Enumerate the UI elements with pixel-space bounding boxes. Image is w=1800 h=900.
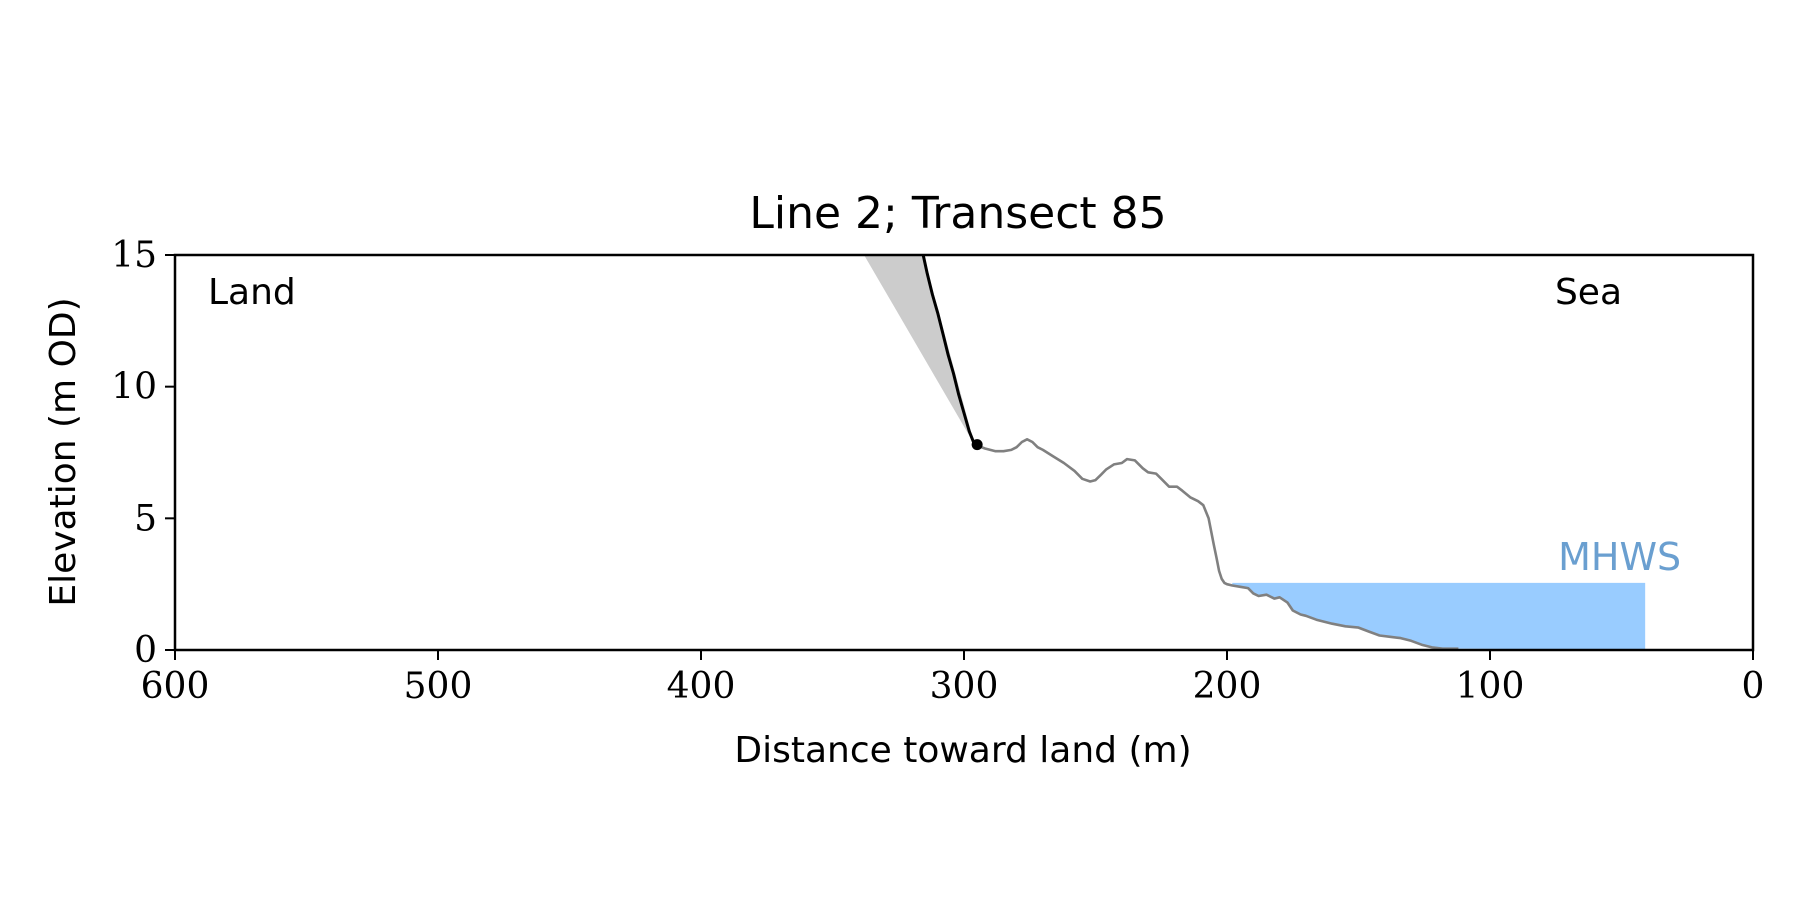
- cliff-top-wedge: [864, 255, 975, 445]
- y-tick-label: 15: [111, 235, 157, 276]
- x-axis-ticks: 600 500 400 300 200 100 0: [141, 650, 1765, 707]
- x-tick-label: 100: [1456, 666, 1525, 707]
- x-axis-label: Distance toward land (m): [734, 730, 1191, 771]
- y-axis-ticks: 0 5 10 15: [111, 235, 175, 671]
- cliff-toe-marker: [971, 439, 983, 451]
- x-tick-label: 200: [1193, 666, 1262, 707]
- x-tick-label: 500: [404, 666, 473, 707]
- x-tick-label: 400: [667, 666, 736, 707]
- y-tick-label: 5: [134, 498, 157, 539]
- y-axis-label: Elevation (m OD): [43, 297, 84, 606]
- y-tick-label: 10: [111, 367, 157, 408]
- cliff-face-line: [921, 254, 976, 446]
- plot-area: MHWS: [864, 254, 1681, 651]
- annotation-sea: Sea: [1555, 272, 1622, 313]
- chart-title: Line 2; Transect 85: [749, 188, 1166, 239]
- annotation-mhws: MHWS: [1558, 535, 1681, 579]
- x-tick-label: 300: [930, 666, 999, 707]
- y-tick-label: 0: [134, 630, 157, 671]
- mhws-water-area: [1232, 582, 1646, 650]
- x-tick-label: 0: [1742, 666, 1765, 707]
- ground-profile-line: [974, 437, 1459, 651]
- x-tick-label: 600: [141, 666, 210, 707]
- annotation-land: Land: [208, 272, 296, 313]
